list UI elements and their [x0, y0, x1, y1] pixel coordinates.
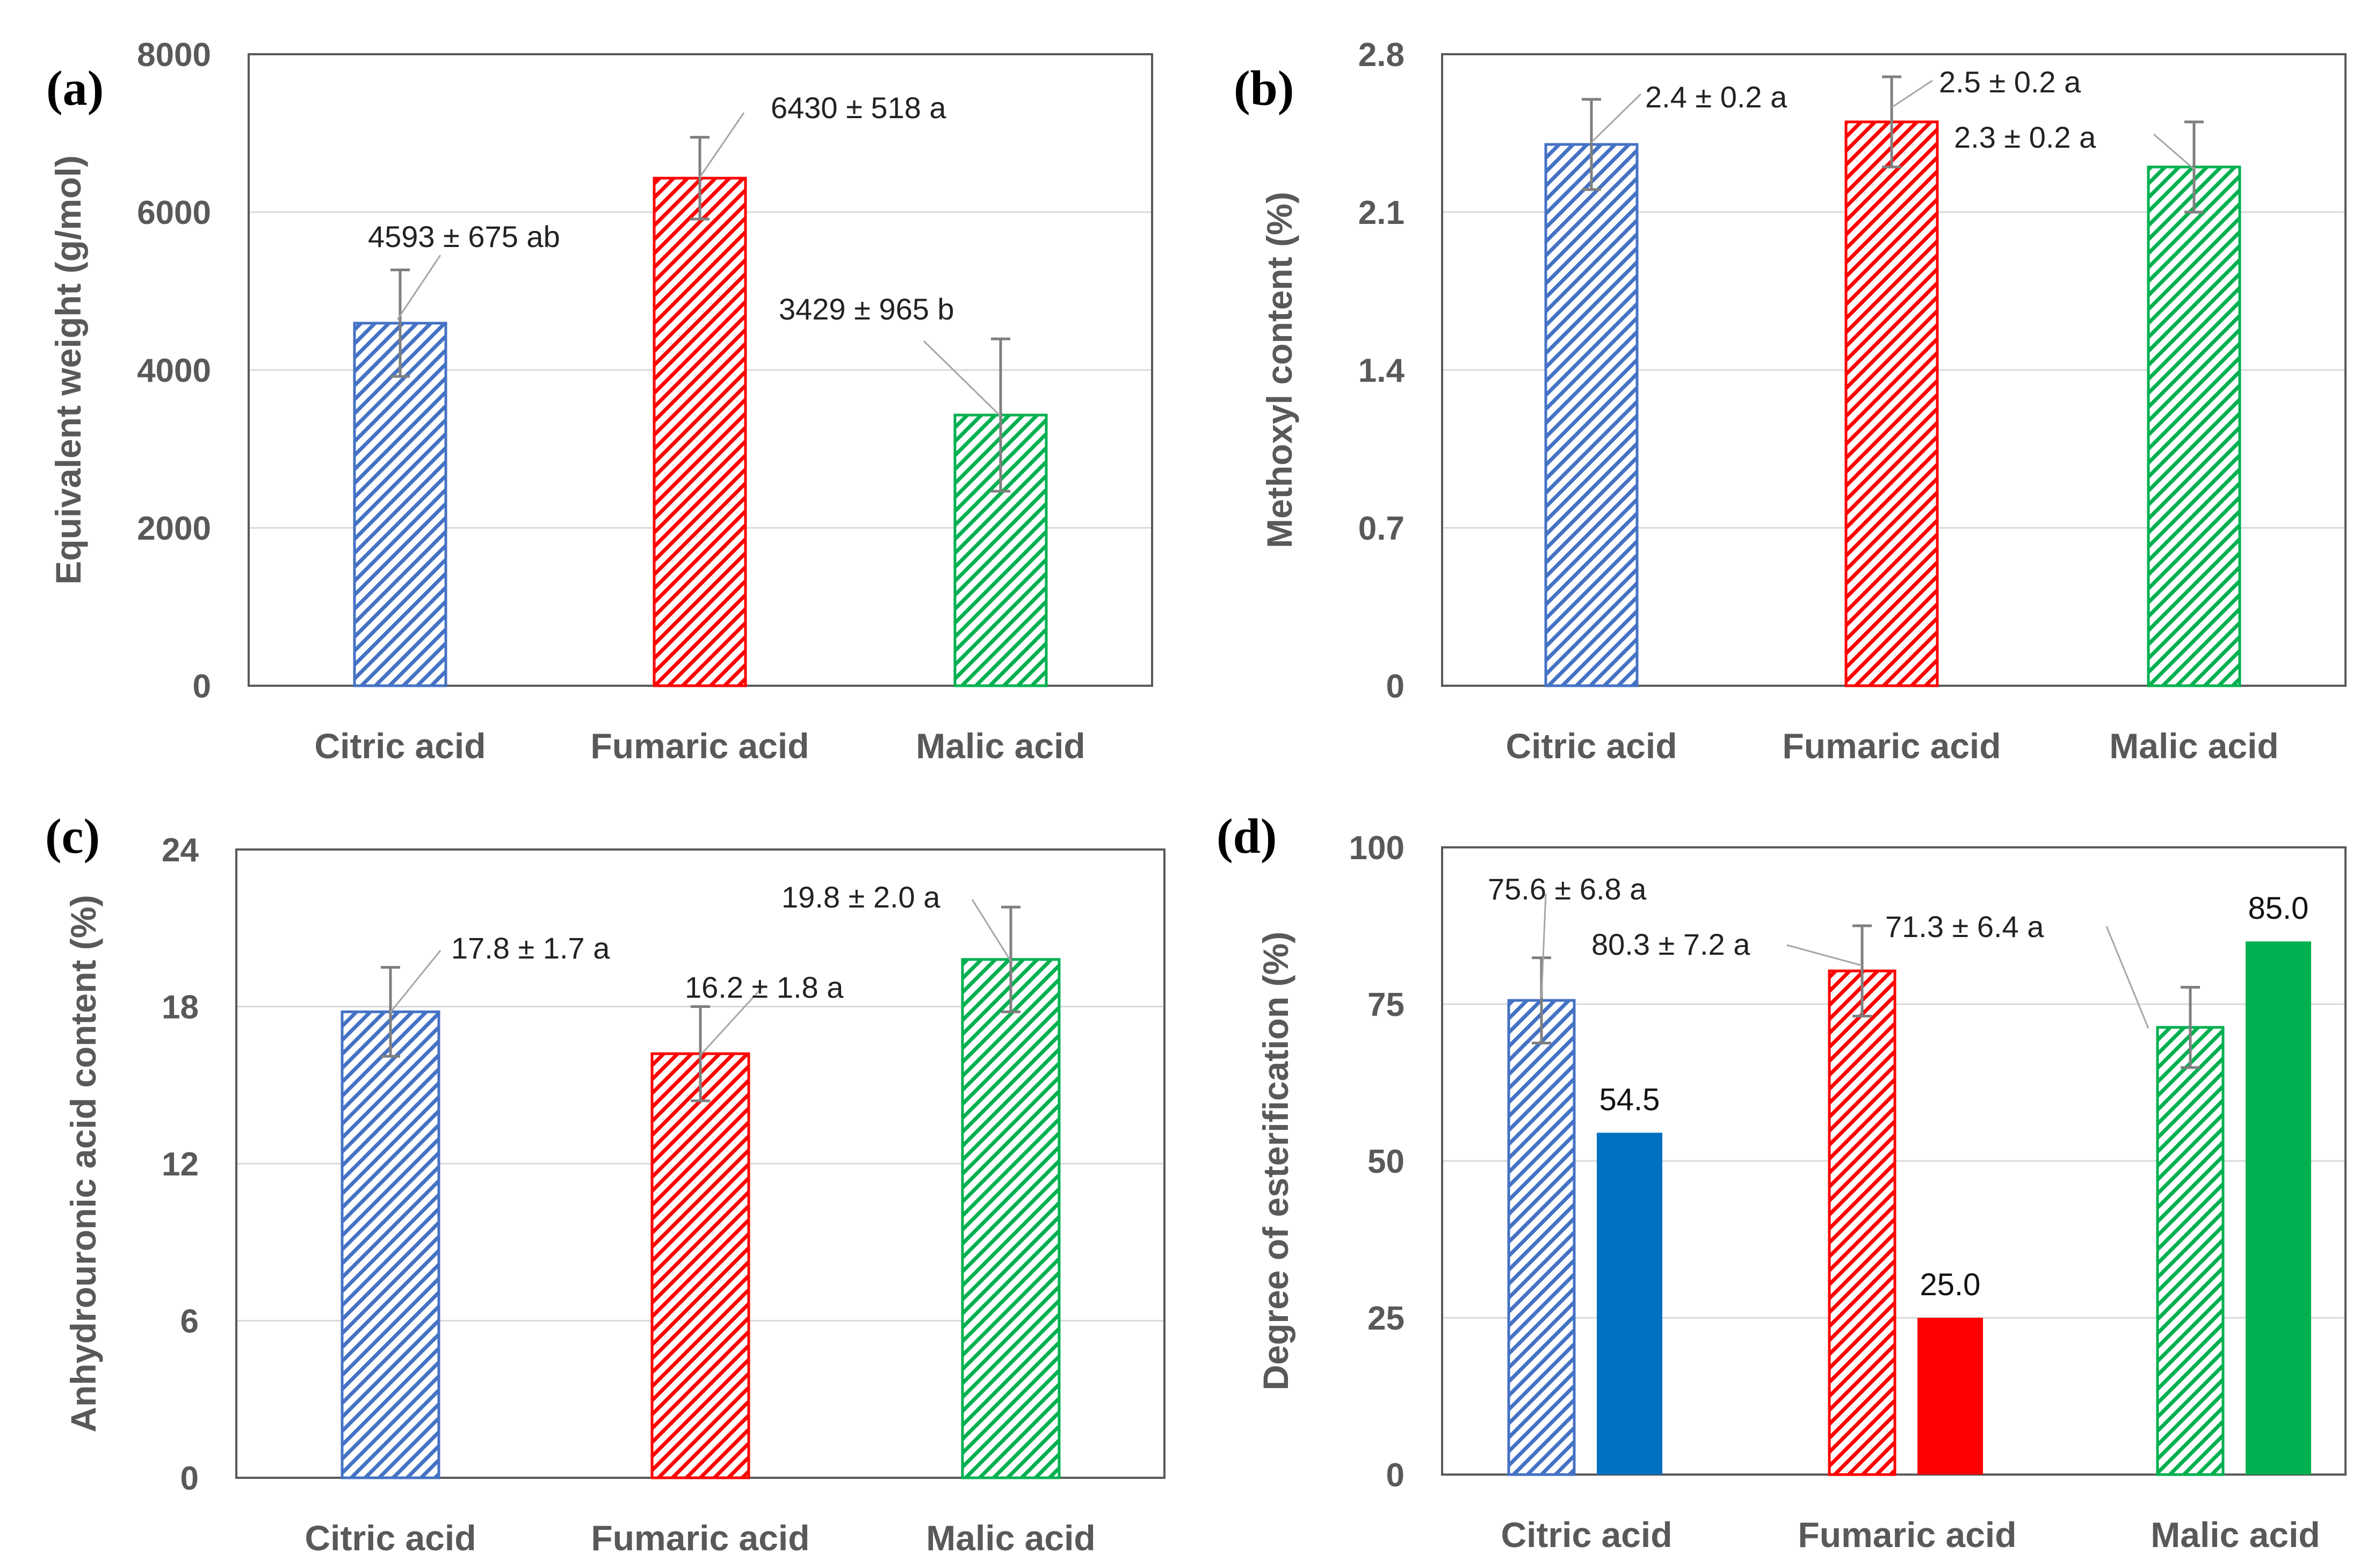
x-tick-label: Citric acid: [1501, 1515, 1672, 1555]
leader-line: [923, 340, 1002, 417]
leader-line: [699, 986, 764, 1056]
panel-b: 0 0.7 1.4 2.1 2.8 (b) Methoxyl content (%) Citr…: [1234, 37, 2347, 766]
y-tick-label: 4000: [137, 352, 211, 389]
y-tick-label: 75: [1367, 986, 1405, 1023]
leader-line: [1540, 894, 1547, 998]
panel-label: (b): [1234, 61, 1294, 115]
x-tick-label: Citric acid: [305, 1518, 476, 1558]
data-label: 6430 ± 518 a: [771, 91, 946, 125]
y-tick-label: 0: [193, 668, 211, 705]
bar: [650, 1052, 750, 1479]
y-tick-label: 1.4: [1358, 352, 1405, 389]
bar-solid: [2246, 941, 2311, 1475]
panel-d: 0 25 50 75 100 (d) Degree of esterification (%…: [1217, 809, 2347, 1555]
data-label: 54.5: [1599, 1082, 1660, 1117]
bar-solid: [1917, 1318, 1983, 1475]
y-tick-label: 6: [180, 1303, 199, 1340]
y-axis-label: Equivalent weight (g/mol): [48, 155, 88, 584]
y-tick-label: 25: [1367, 1300, 1405, 1337]
data-label: 2.3 ± 0.2 a: [1954, 120, 2096, 154]
bar: [2156, 1026, 2225, 1476]
x-tick-label: Fumaric acid: [590, 726, 809, 766]
bar: [1844, 120, 1939, 687]
bar: [353, 322, 447, 687]
x-tick-label: Malic acid: [926, 1518, 1095, 1558]
data-label: 80.3 ± 7.2 a: [1591, 927, 1750, 961]
y-axis-label: Degree of esterification (%): [1256, 932, 1295, 1391]
data-label: 85.0: [2248, 891, 2309, 926]
data-label: 17.8 ± 1.7 a: [451, 931, 610, 965]
y-tick-label: 2.8: [1358, 37, 1405, 74]
leader-line: [699, 112, 745, 178]
y-tick-label: 24: [162, 832, 199, 869]
x-tick-label: Citric acid: [314, 726, 486, 766]
leader-line: [389, 950, 441, 1013]
y-axis-label: Methoxyl content (%): [1259, 192, 1299, 548]
y-axis-label: Anhydrouronic acid content (%): [63, 895, 103, 1432]
data-label: 19.8 ± 2.0 a: [781, 880, 940, 914]
bar: [341, 1010, 440, 1479]
x-tick-label: Malic acid: [2109, 726, 2278, 766]
leader-line: [396, 255, 441, 320]
bar: [653, 177, 747, 687]
leader-line: [1891, 79, 1933, 108]
bar: [1544, 143, 1639, 687]
y-tick-label: 0: [1386, 668, 1405, 705]
y-tick-label: 0: [1386, 1457, 1405, 1494]
panel-a: 0 2000 4000 6000 8000 (a) Equivalent weight (g…: [46, 37, 1153, 766]
panel-c: 0 6 12 18 24 (c) Anhydrouronic acid content (%…: [45, 809, 1165, 1558]
x-tick-label: Fumaric acid: [1782, 726, 2001, 766]
panel-label: (a): [46, 61, 104, 115]
bar: [961, 958, 1061, 1479]
y-tick-label: 50: [1367, 1143, 1405, 1180]
leader-line: [1590, 93, 1642, 143]
bar-solid: [1597, 1133, 1662, 1475]
leader-line: [971, 899, 1012, 962]
bar: [1828, 969, 1896, 1476]
y-tick-label: 8000: [137, 37, 211, 74]
data-label: 3429 ± 965 b: [779, 292, 954, 326]
x-tick-label: Malic acid: [916, 726, 1085, 766]
data-label: 25.0: [1920, 1267, 1981, 1302]
data-label: 16.2 ± 1.8 a: [685, 970, 844, 1004]
y-tick-label: 2.1: [1358, 194, 1405, 231]
x-tick-label: Fumaric acid: [591, 1518, 809, 1558]
y-tick-label: 6000: [137, 194, 211, 231]
x-tick-label: Citric acid: [1505, 726, 1677, 766]
data-label: 4593 ± 675 ab: [368, 220, 560, 253]
y-tick-label: 12: [162, 1146, 199, 1183]
x-tick-label: Fumaric acid: [1798, 1515, 2016, 1555]
data-label: 2.4 ± 0.2 a: [1645, 80, 1787, 114]
data-label: 71.3 ± 6.4 a: [1885, 910, 2044, 943]
panel-label: (c): [45, 809, 100, 863]
y-tick-label: 0: [180, 1460, 199, 1497]
leader-line: [2153, 133, 2195, 170]
data-label: 75.6 ± 6.8 a: [1488, 872, 1647, 906]
leader-line: [1786, 944, 1863, 967]
data-label: 2.5 ± 0.2 a: [1939, 65, 2081, 99]
y-tick-label: 100: [1349, 830, 1405, 867]
y-tick-label: 0.7: [1358, 510, 1405, 547]
bar: [2147, 165, 2241, 687]
leader-line: [2105, 926, 2149, 1029]
bar: [1507, 999, 1576, 1476]
y-tick-label: 18: [162, 989, 199, 1026]
y-tick-label: 2000: [137, 510, 211, 547]
x-tick-label: Malic acid: [2151, 1515, 2320, 1555]
panel-label: (d): [1217, 809, 1277, 863]
